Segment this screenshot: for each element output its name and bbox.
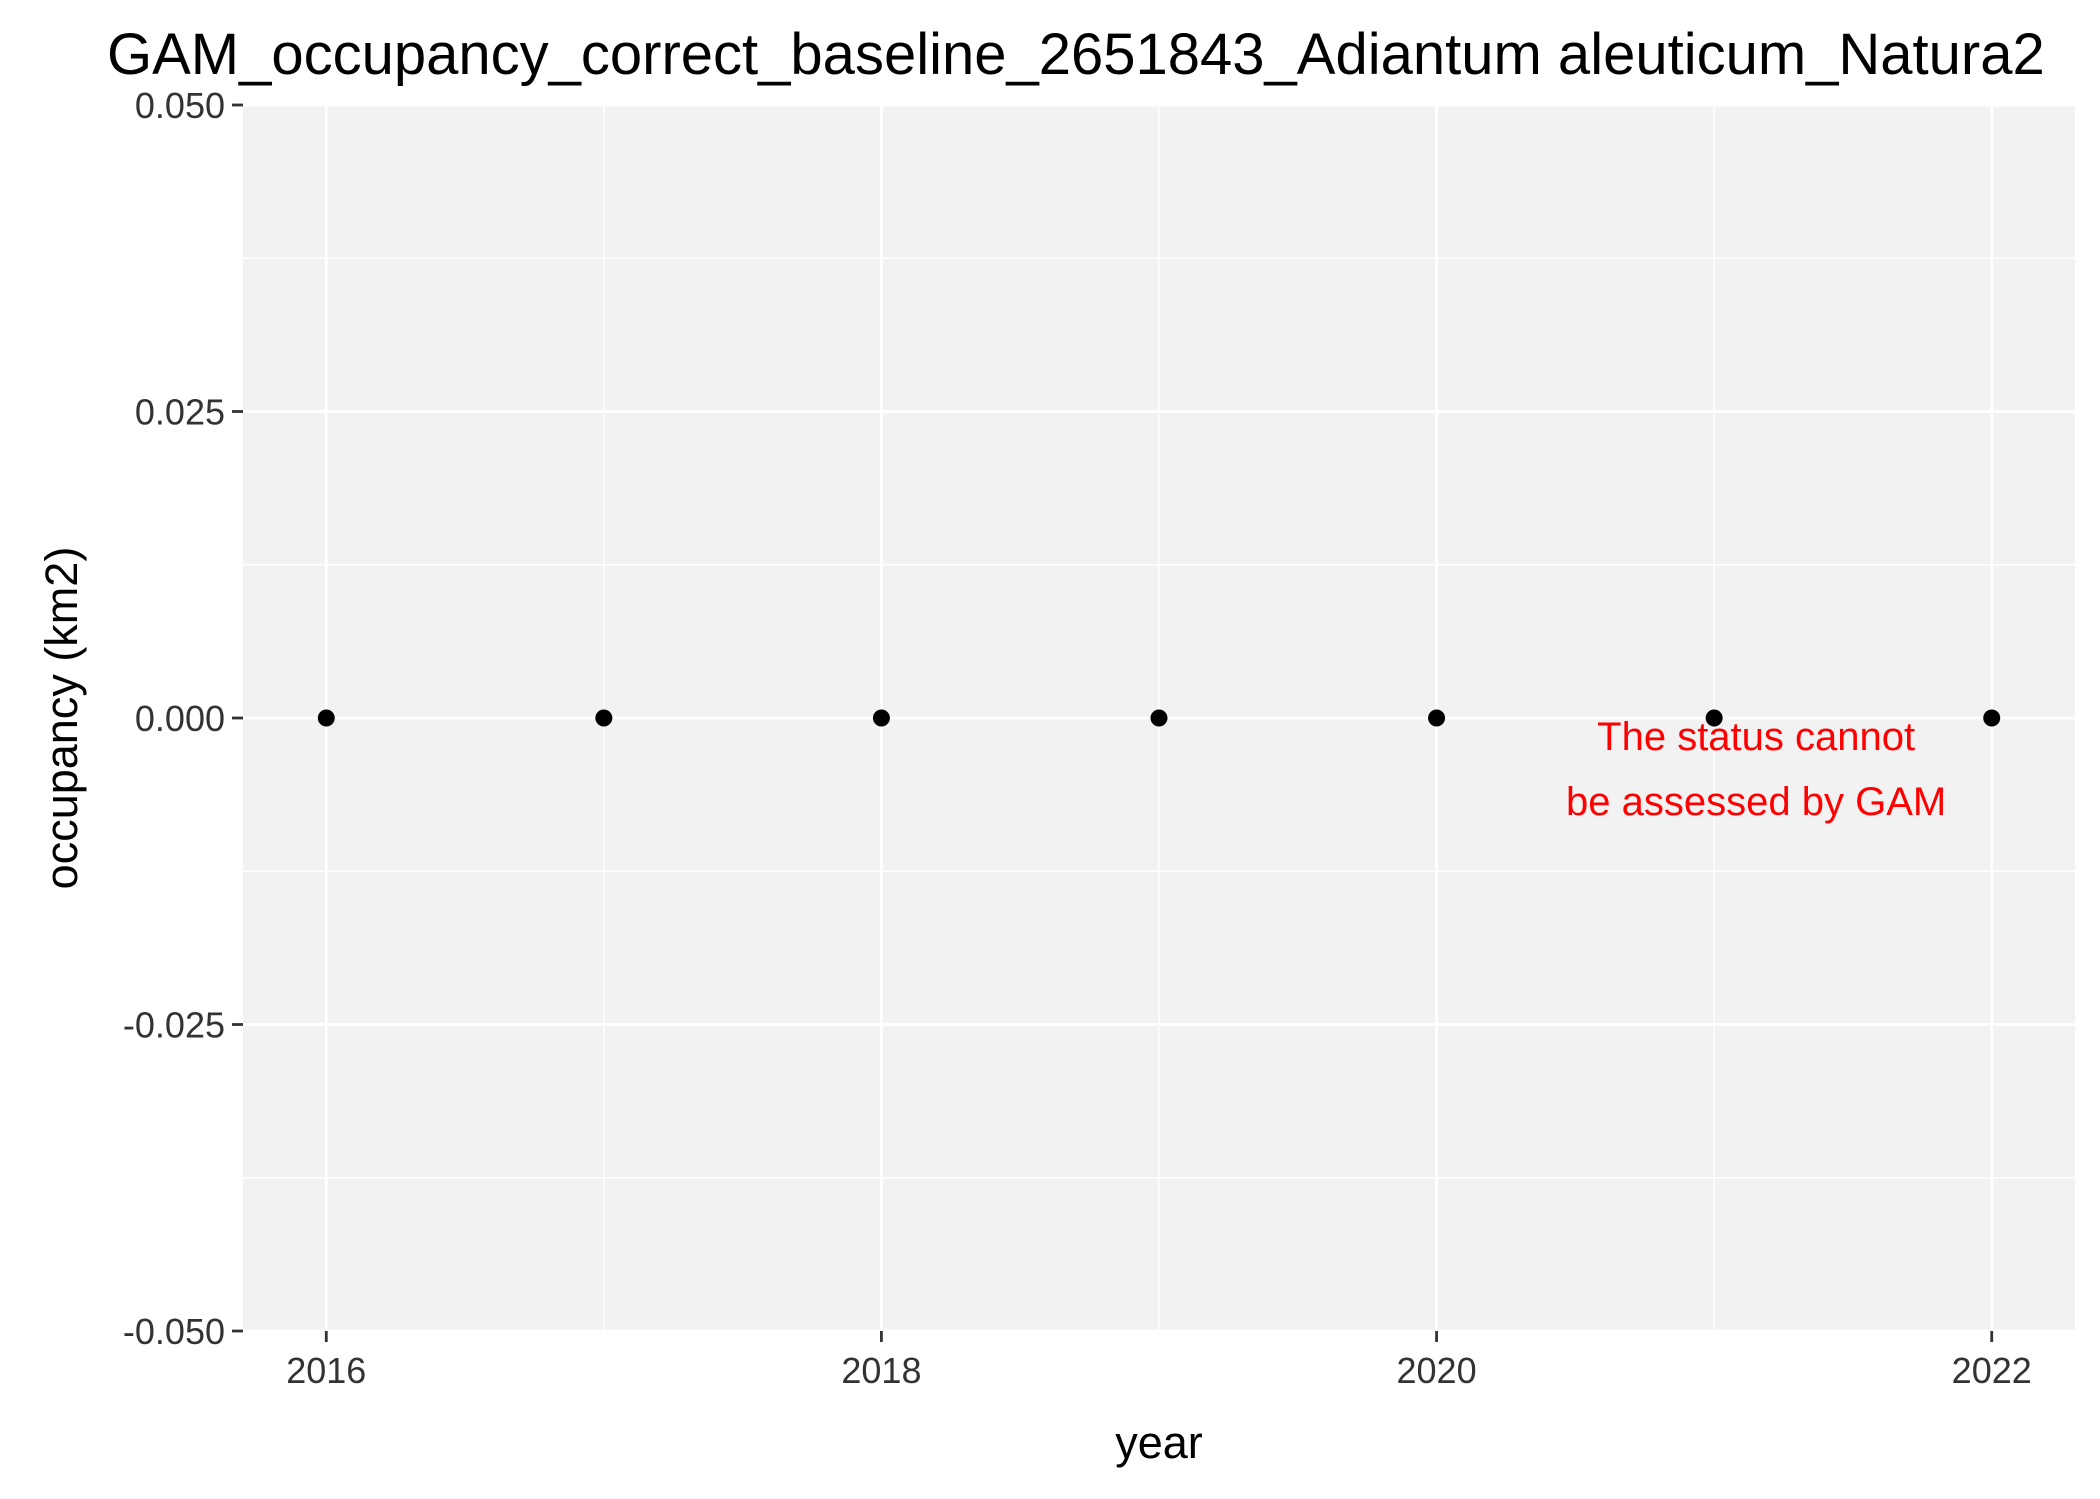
y-tick-label: 0.025: [135, 392, 225, 433]
y-tick-label: 0.000: [135, 698, 225, 739]
data-points: [317, 709, 2001, 727]
y-tick-label: -0.025: [123, 1005, 225, 1046]
y-axis: 0.050 0.025 0.000 -0.025 -0.050: [123, 85, 243, 1352]
annotation-line-2: be assessed by GAM: [1566, 780, 1946, 824]
annotation-line-1: The status cannot: [1597, 715, 1915, 759]
data-point: [1150, 709, 1168, 727]
data-point: [595, 709, 613, 727]
x-axis: 2016 2018 2020 2022: [286, 1331, 2032, 1391]
data-point: [1983, 709, 2001, 727]
data-point: [872, 709, 890, 727]
chart-title: GAM_occupancy_correct_baseline_2651843_A…: [107, 22, 2045, 87]
x-tick-label: 2018: [841, 1350, 921, 1391]
data-point: [317, 709, 335, 727]
data-point: [1428, 709, 1446, 727]
y-tick-label: -0.050: [123, 1311, 225, 1352]
x-axis-title: year: [1115, 1417, 1203, 1468]
data-point: [1705, 709, 1723, 727]
status-annotation: The status cannot be assessed by GAM: [1566, 715, 1946, 824]
x-tick-label: 2016: [286, 1350, 366, 1391]
y-axis-title: occupancy (km2): [36, 547, 87, 890]
x-tick-label: 2020: [1397, 1350, 1477, 1391]
x-tick-label: 2022: [1952, 1350, 2032, 1391]
y-tick-label: 0.050: [135, 85, 225, 126]
